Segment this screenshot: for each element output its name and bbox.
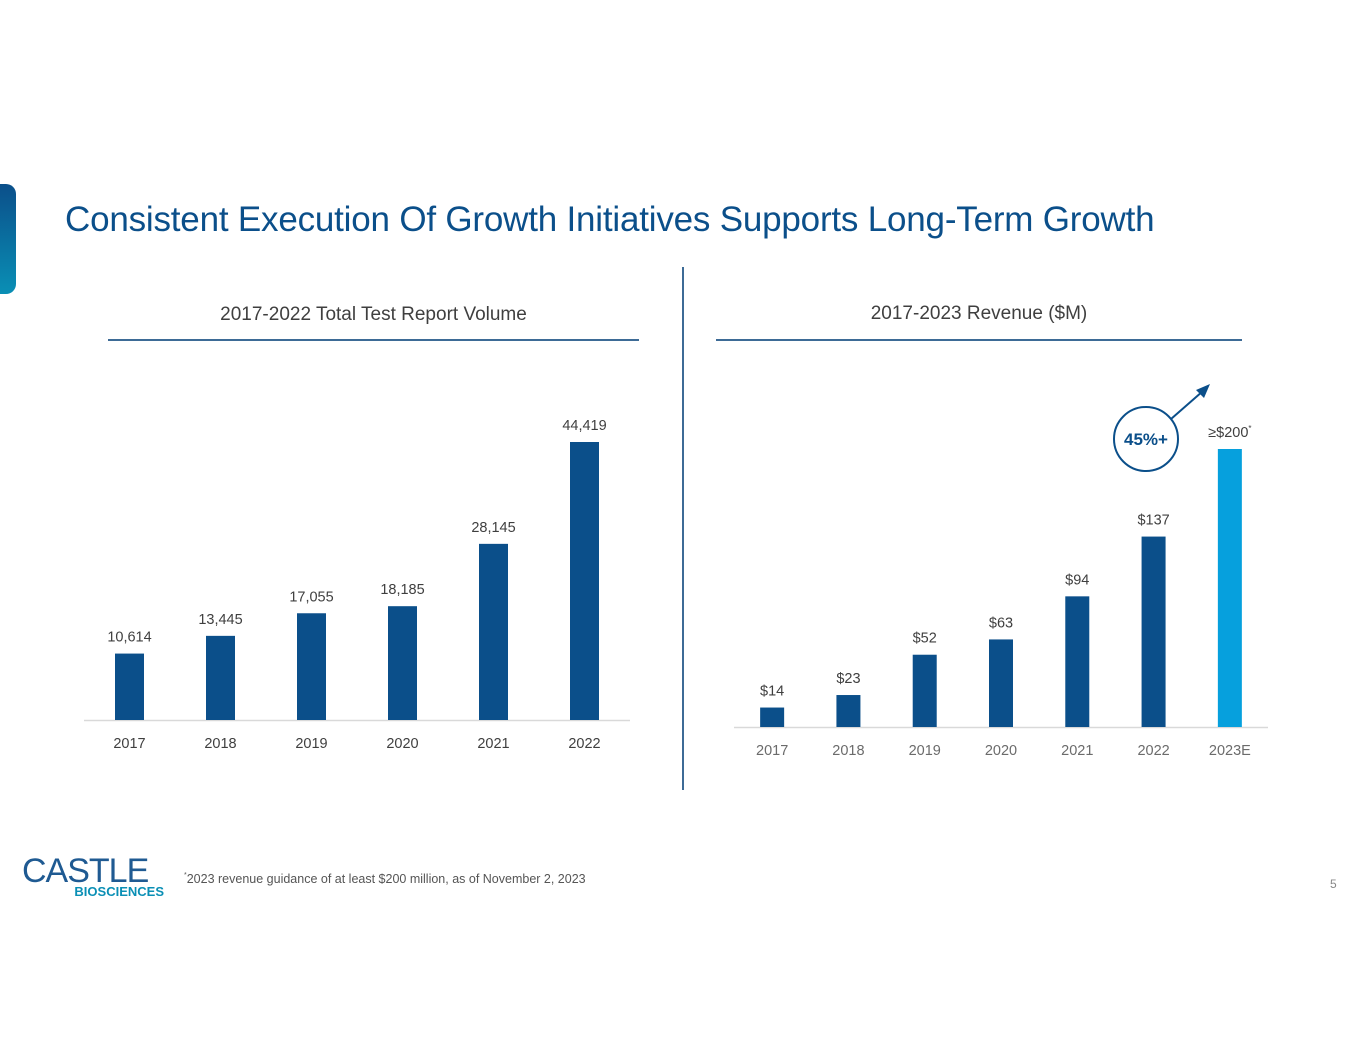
- revenue-bar: [836, 695, 861, 727]
- volume-bar: [297, 613, 326, 720]
- volume-bar: [206, 635, 235, 720]
- revenue-data-label: $94: [1065, 572, 1089, 588]
- revenue-chart-title: 2017-2023 Revenue ($M): [870, 303, 1088, 324]
- volume-tick-label: 2021: [477, 736, 509, 752]
- revenue-data-label: $23: [836, 671, 860, 687]
- volume-tick-label: 2018: [204, 736, 236, 752]
- volume-bar: [570, 442, 599, 720]
- revenue-bar: [1065, 596, 1090, 727]
- volume-bar: [479, 543, 508, 720]
- volume-tick-label: 2019: [295, 736, 327, 752]
- revenue-chart-title-rule: [716, 339, 1242, 341]
- revenue-tick-label: 2023E: [1209, 743, 1251, 759]
- volume-tick-label: 2017: [113, 736, 145, 752]
- volume-data-label: 44,419: [562, 418, 606, 434]
- footnote-marker: *: [1248, 424, 1251, 433]
- revenue-data-label: $63: [989, 615, 1013, 631]
- footnote: *2023 revenue guidance of at least $200 …: [184, 872, 586, 886]
- volume-tick-label: 2020: [386, 736, 418, 752]
- revenue-tick-label: 2021: [1061, 743, 1093, 759]
- volume-chart-title: 2017-2022 Total Test Report Volume: [220, 304, 527, 325]
- revenue-data-label: ≥$200*: [1208, 424, 1251, 441]
- revenue-tick-label: 2017: [756, 743, 788, 759]
- volume-bar: [388, 606, 417, 720]
- revenue-tick-label: 2018: [832, 743, 864, 759]
- volume-data-label: 13,445: [198, 612, 242, 628]
- logo-sub-text: BIOSCIENCES: [74, 884, 164, 899]
- growth-annotation-text: 45%+: [1124, 430, 1168, 449]
- revenue-tick-label: 2022: [1137, 743, 1169, 759]
- revenue-tick-label: 2019: [909, 743, 941, 759]
- page-number: 5: [1330, 877, 1337, 891]
- revenue-tick-label: 2020: [985, 743, 1017, 759]
- castle-biosciences-logo: CASTLE BIOSCIENCES: [22, 852, 164, 899]
- volume-data-label: 28,145: [471, 520, 515, 536]
- volume-data-label: 18,185: [380, 582, 424, 598]
- logo-main-text: CASTLE: [22, 852, 149, 890]
- revenue-bar: [1141, 536, 1166, 727]
- footnote-marker: *: [184, 872, 187, 879]
- volume-bar: [115, 653, 144, 720]
- revenue-bar: [912, 654, 937, 727]
- accent-tab: [0, 184, 16, 294]
- growth-arrow-line: [1170, 390, 1204, 420]
- revenue-data-label: $14: [760, 684, 784, 700]
- volume-tick-label: 2022: [568, 736, 600, 752]
- growth-arrow-icon: [1196, 384, 1210, 398]
- revenue-data-label: $52: [913, 631, 937, 647]
- volume-data-label: 10,614: [107, 630, 151, 646]
- volume-data-label: 17,055: [289, 589, 333, 605]
- volume-chart-title-rule: [108, 339, 639, 341]
- growth-annotation-circle: [1113, 406, 1179, 472]
- revenue-bar: [989, 639, 1013, 727]
- footnote-text: 2023 revenue guidance of at least $200 m…: [186, 872, 586, 886]
- revenue-bar: [1217, 449, 1242, 727]
- column-divider: [682, 267, 684, 790]
- slide-title: Consistent Execution Of Growth Initiativ…: [65, 200, 1155, 239]
- revenue-data-label: $137: [1137, 513, 1169, 529]
- revenue-bar: [760, 707, 785, 727]
